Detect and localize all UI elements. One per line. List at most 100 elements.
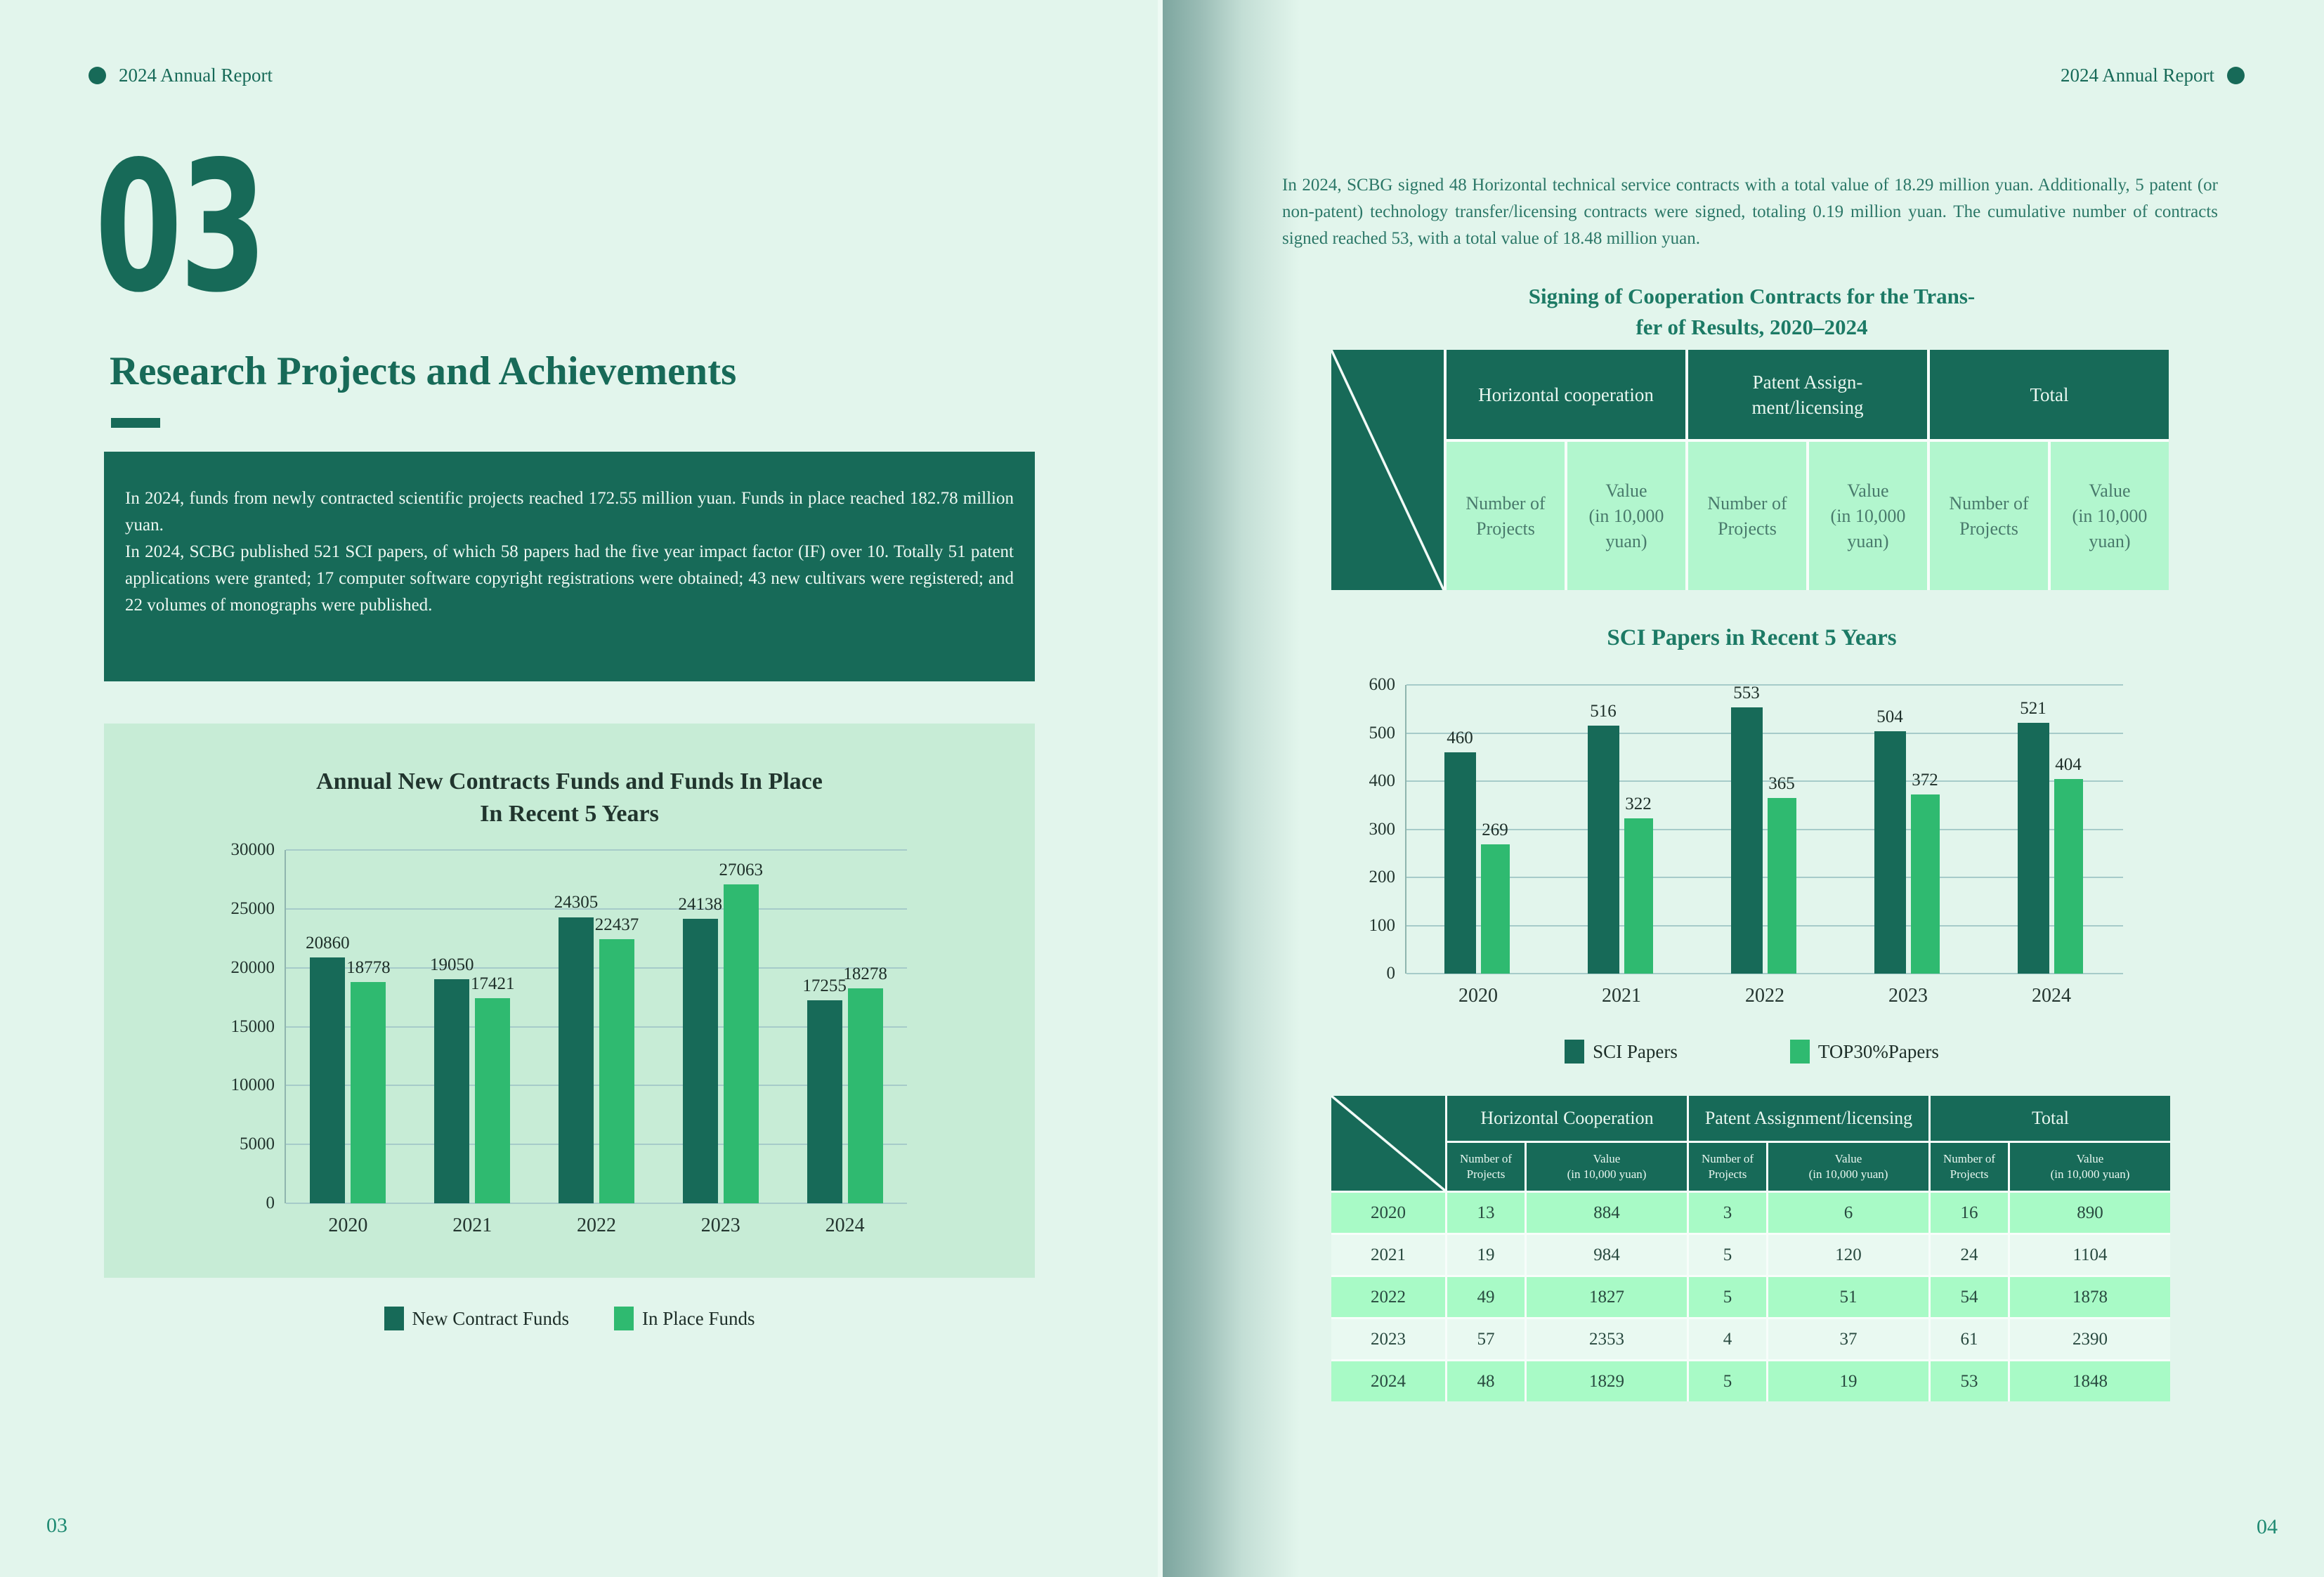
data-cell: 884	[1527, 1193, 1687, 1233]
sci-chart-plot: 0 100 200 300 400 500 600 460 269 2020 516 322 2021 5…	[1369, 675, 2123, 1007]
bar-value-label: 17255	[802, 976, 847, 995]
y-tick-label: 25000	[230, 898, 275, 918]
title-underline	[111, 418, 160, 428]
diagonal-line	[1331, 1096, 1445, 1191]
right-page-header: 2024 Annual Report	[2061, 65, 2245, 86]
y-tick-label: 30000	[230, 840, 275, 859]
x-tick-label: 2022	[577, 1215, 616, 1236]
data-cell: 48	[1447, 1361, 1525, 1401]
subheader-projects-cell: Number of Projects	[1447, 442, 1565, 590]
subheader-value-cell: Value (in 10,000 yuan)	[1527, 1143, 1687, 1191]
legend-label: SCI Papers	[1593, 1040, 1678, 1062]
data-cell: 57	[1447, 1319, 1525, 1359]
sci-chart-legend: SCI Papers TOP30%Papers	[1331, 1040, 2172, 1064]
data-cell: 1848	[2010, 1361, 2170, 1401]
bar-value-label: 27063	[719, 861, 764, 880]
bar-top30-papers-2020	[1480, 844, 1510, 974]
y-tick-label: 400	[1369, 771, 1396, 790]
bar-sci-papers-2024	[2017, 723, 2049, 974]
bar-value-label: 553	[1733, 683, 1760, 703]
summary-box: In 2024, funds from newly contracted sci…	[104, 452, 1035, 681]
x-tick-label: 2023	[1888, 985, 1928, 1007]
gridline	[1406, 780, 2123, 782]
data-cell: 5	[1689, 1361, 1766, 1401]
data-cell: 37	[1768, 1319, 1928, 1359]
spine-fold-shadow	[1163, 0, 1300, 1577]
bar-in-place-funds-2023	[723, 884, 759, 1203]
bar-in-place-funds-2022	[599, 938, 634, 1203]
x-tick-label: 2022	[1745, 985, 1784, 1007]
gridline	[286, 1085, 907, 1087]
group-header-cell-patent-assign-ment-licensing: Patent Assign- ment/licensing	[1688, 350, 1927, 439]
gridline	[286, 1203, 907, 1204]
data-cell: 1829	[1527, 1361, 1687, 1401]
bar-value-label: 504	[1876, 707, 1903, 726]
data-cell: 6	[1768, 1193, 1928, 1233]
subheader-projects-cell: Number of Projects	[1931, 1143, 2008, 1191]
corner-cell	[1331, 350, 1444, 590]
data-cell: 61	[1931, 1319, 2008, 1359]
data-cell: 1104	[2010, 1235, 2170, 1275]
bar-top30-papers-2022	[1767, 797, 1796, 974]
y-tick-label: 100	[1369, 915, 1396, 935]
bar-sci-papers-2023	[1874, 731, 1906, 974]
group-header-cell-patent-assignment-licensing: Patent Assignment/licensing	[1689, 1096, 1928, 1141]
data-cell: 2390	[2010, 1319, 2170, 1359]
x-tick-label: 2023	[700, 1215, 740, 1236]
subheader-projects-cell: Number of Projects	[1689, 1143, 1766, 1191]
bar-value-label: 22437	[594, 915, 639, 934]
gridline	[1406, 732, 2123, 734]
data-cell: 890	[2010, 1193, 2170, 1233]
legend-label: New Contract Funds	[412, 1307, 569, 1329]
legend-swatch-in-place-funds	[614, 1307, 634, 1330]
bar-value-label: 322	[1625, 794, 1652, 814]
subheader-value-cell: Value (in 10,000 yuan)	[1567, 442, 1685, 590]
y-tick-label: 20000	[230, 957, 275, 977]
legend-item: In Place Funds	[614, 1307, 755, 1330]
legend-item: New Contract Funds	[384, 1307, 569, 1330]
bar-in-place-funds-2021	[475, 997, 511, 1203]
spine-highlight	[1158, 0, 1163, 1577]
data-cell: 2353	[1527, 1319, 1687, 1359]
bar-in-place-funds-2024	[847, 988, 883, 1203]
bar-value-label: 24138	[678, 895, 723, 915]
gridline	[1406, 828, 2123, 830]
x-tick-label: 2021	[452, 1215, 492, 1236]
x-tick-label: 2024	[2032, 985, 2071, 1007]
bar-value-label: 20860	[306, 934, 350, 953]
year-cell: 2021	[1331, 1235, 1445, 1275]
data-cell: 3	[1689, 1193, 1766, 1233]
subheader-projects-cell: Number of Projects	[1447, 1143, 1525, 1191]
funds-chart-plot: 0 5000 10000 15000 20000 25000 30000 20860 18778…	[231, 840, 907, 1236]
bar-new-contract-funds-2020	[310, 957, 346, 1203]
bar-sci-papers-2020	[1444, 752, 1476, 974]
data-cell: 4	[1689, 1319, 1766, 1359]
bar-value-label: 365	[1768, 773, 1795, 793]
subheader-value-cell: Value (in 10,000 yuan)	[1768, 1143, 1928, 1191]
corner-cell	[1331, 1096, 1445, 1191]
gridline	[1406, 973, 2123, 974]
gridline	[286, 908, 907, 910]
bar-sci-papers-2022	[1730, 707, 1763, 974]
summary-paragraph-1: In 2024, funds from newly contracted sci…	[125, 489, 1014, 535]
group-header-cell-horizontal-cooperation: Horizontal cooperation	[1447, 350, 1685, 439]
data-cell: 53	[1931, 1361, 2008, 1401]
bar-in-place-funds-2020	[351, 982, 386, 1203]
data-cell: 5	[1689, 1235, 1766, 1275]
legend-swatch-sci-papers	[1565, 1040, 1585, 1064]
bar-value-label: 17421	[470, 974, 515, 993]
bar-new-contract-funds-2024	[807, 1000, 842, 1203]
bar-value-label: 516	[1590, 701, 1617, 721]
bar-value-label: 269	[1482, 820, 1508, 839]
subheader-value-cell: Value (in 10,000 yuan)	[2051, 442, 2169, 590]
gridline	[286, 849, 907, 851]
bar-value-label: 404	[2055, 755, 2082, 775]
sci-chart-title: SCI Papers in Recent 5 Years	[1607, 625, 1897, 650]
y-tick-label: 500	[1369, 723, 1396, 742]
data-cell: 1827	[1527, 1277, 1687, 1317]
bar-value-label: 460	[1447, 728, 1473, 747]
y-tick-label: 5000	[240, 1134, 275, 1154]
x-tick-label: 2024	[825, 1215, 865, 1236]
bar-value-label: 19050	[429, 955, 474, 974]
bar-new-contract-funds-2021	[434, 979, 470, 1203]
